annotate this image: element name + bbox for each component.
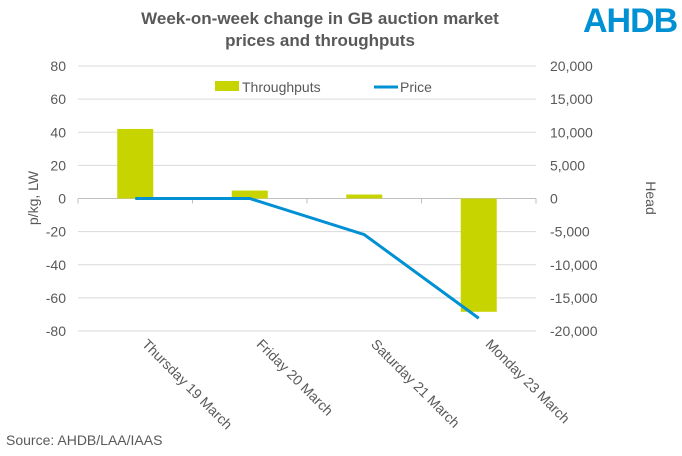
y2-tick-label: -10,000 [550,257,598,273]
y2-tick-label: -5,000 [550,224,590,240]
bar-throughputs [460,198,497,312]
y-tick-label: 40 [50,124,66,140]
bar-throughputs [117,128,154,199]
ahdb-logo: AHDB [583,2,678,40]
y2-tick-label: -20,000 [550,323,598,339]
y-tick-label: 80 [50,58,66,74]
legend-swatch-throughputs [215,81,239,91]
x-tick-label: Friday 20 March [254,336,337,419]
x-tick-label: Saturday 21 March [368,336,463,431]
y2-tick-label: 10,000 [550,124,593,140]
x-tick-label: Monday 23 March [483,336,574,427]
bar-throughputs [231,190,268,199]
chart-title: Week-on-week change in GB auction market [141,9,499,28]
y2-tick-label: 15,000 [550,91,593,107]
line-price [135,197,480,320]
y-tick-label: -40 [46,257,66,273]
y2-tick-label: 20,000 [550,58,593,74]
y-tick-label: 0 [58,191,66,207]
y-tick-label: -60 [46,290,66,306]
y2-tick-label: 0 [550,191,558,207]
y2-tick-label: 5,000 [550,157,585,173]
chart-title: prices and throughputs [225,31,415,50]
y-tick-label: 60 [50,91,66,107]
source-note: Source: AHDB/LAA/IAAS [6,432,163,448]
legend-label-throughputs: Throughputs [242,79,321,95]
y-tick-label: -20 [46,224,66,240]
y2-tick-label: -15,000 [550,290,598,306]
x-tick-label: Thursday 19 March [139,336,236,433]
bar-throughputs [346,194,383,199]
y-tick-label: -80 [46,323,66,339]
y-axis-title: p/kg, LW [25,170,41,225]
y2-axis-title: Head [643,181,659,214]
legend-label-price: Price [400,79,432,95]
y-tick-label: 20 [50,157,66,173]
